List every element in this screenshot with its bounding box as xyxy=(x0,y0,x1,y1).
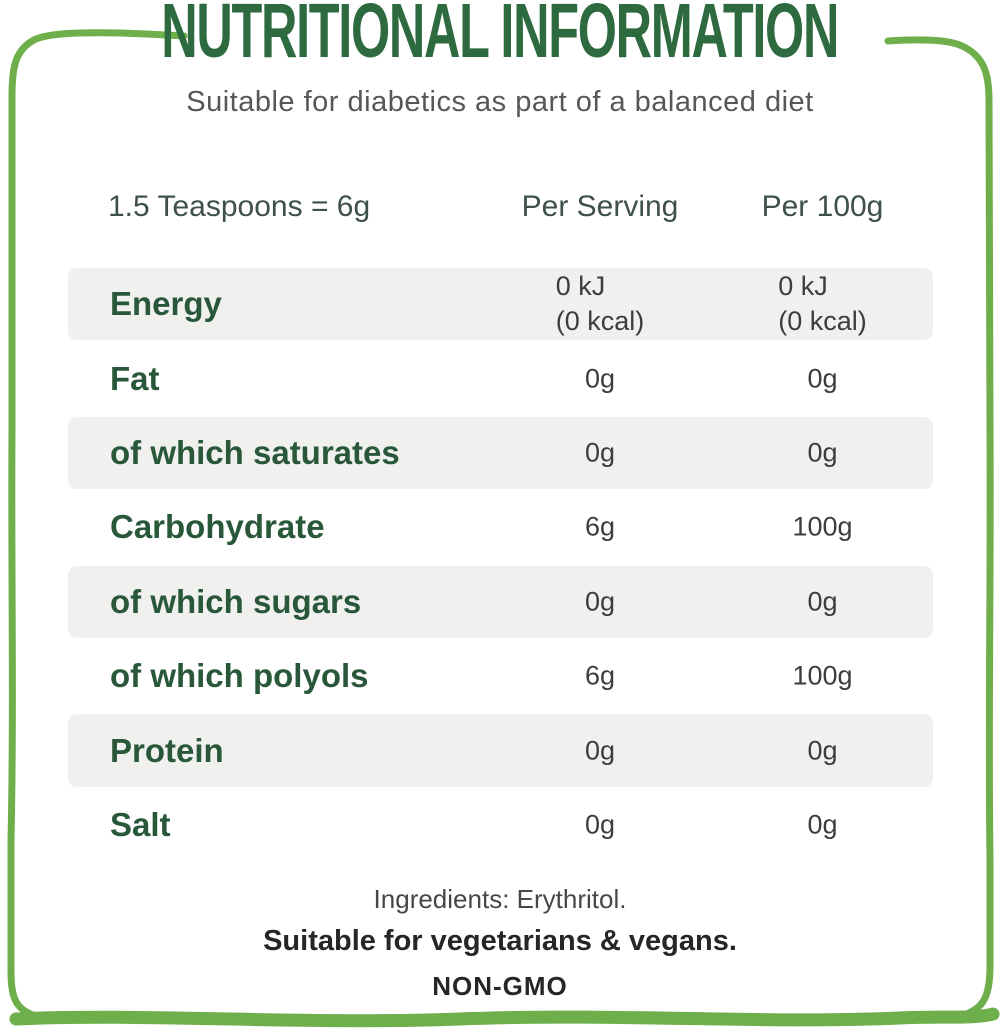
per-100g-value: 0g xyxy=(807,586,838,617)
nutrition-rows: Energy 0 kJ (0 kcal) 0 kJ (0 kcal) Fat 0… xyxy=(0,267,1000,862)
nutrient-label: of which polyols xyxy=(110,657,369,695)
non-gmo-note: NON-GMO xyxy=(432,971,568,1001)
per-serving-value: 6g xyxy=(584,511,616,542)
nutrient-label: of which sugars xyxy=(110,582,362,620)
table-row: of which polyols 6g 100g xyxy=(0,639,1000,713)
brush-border-right xyxy=(884,36,994,1020)
column-header-per-serving: Per Serving xyxy=(521,190,679,223)
nutrient-label: Energy xyxy=(110,285,222,323)
table-row: Protein 0g 0g xyxy=(0,713,1000,788)
subtitle: Suitable for diabetics as part of a bala… xyxy=(186,86,814,118)
per-100g-value: 100g xyxy=(792,660,853,691)
brush-border-bottom xyxy=(9,1007,1000,1028)
dietary-note: Suitable for vegetarians & vegans. xyxy=(263,925,737,957)
per-100g-value: 0g xyxy=(807,437,838,468)
table-row: of which saturates 0g 0g xyxy=(0,416,1000,490)
table-row: Energy 0 kJ (0 kcal) 0 kJ (0 kcal) xyxy=(0,267,1000,341)
brush-border-left xyxy=(7,29,188,1020)
column-header-serving-size: 1.5 Teaspoons = 6g xyxy=(108,190,371,223)
table-header: 1.5 Teaspoons = 6g Per Serving Per 100g xyxy=(0,190,1000,228)
per-serving-value: 0g xyxy=(584,809,616,840)
nutrient-label: Carbohydrate xyxy=(110,508,325,546)
table-row: Salt 0g 0g xyxy=(0,788,1000,862)
per-serving-value: 0g xyxy=(584,437,616,468)
per-100g-value: 0g xyxy=(807,809,838,840)
per-serving-value: 0g xyxy=(584,734,616,765)
per-serving-value: 0 kJ (0 kcal) xyxy=(555,271,645,337)
page-title: NUTRITIONAL INFORMATION xyxy=(0,0,1000,69)
nutrient-label: of which saturates xyxy=(110,433,400,471)
ingredients-text: Ingredients: Erythritol. xyxy=(373,884,627,914)
table-row: Fat 0g 0g xyxy=(0,341,1000,415)
nutrient-label: Fat xyxy=(110,359,160,397)
per-serving-value: 0g xyxy=(584,586,616,617)
column-header-per-100g: Per 100g xyxy=(761,190,884,223)
per-100g-value: 0 kJ (0 kcal) xyxy=(778,271,867,337)
nutrient-label: Salt xyxy=(110,805,171,843)
page-title-text: NUTRITIONAL INFORMATION xyxy=(161,0,840,74)
per-100g-value: 100g xyxy=(792,511,853,542)
per-serving-value: 0g xyxy=(584,363,616,394)
table-row: Carbohydrate 6g 100g xyxy=(0,490,1000,564)
per-serving-value: 6g xyxy=(584,660,616,691)
table-row: of which sugars 0g 0g xyxy=(0,565,1000,639)
per-100g-value: 0g xyxy=(807,363,838,394)
nutrient-label: Protein xyxy=(110,731,224,769)
per-100g-value: 0g xyxy=(807,734,838,765)
